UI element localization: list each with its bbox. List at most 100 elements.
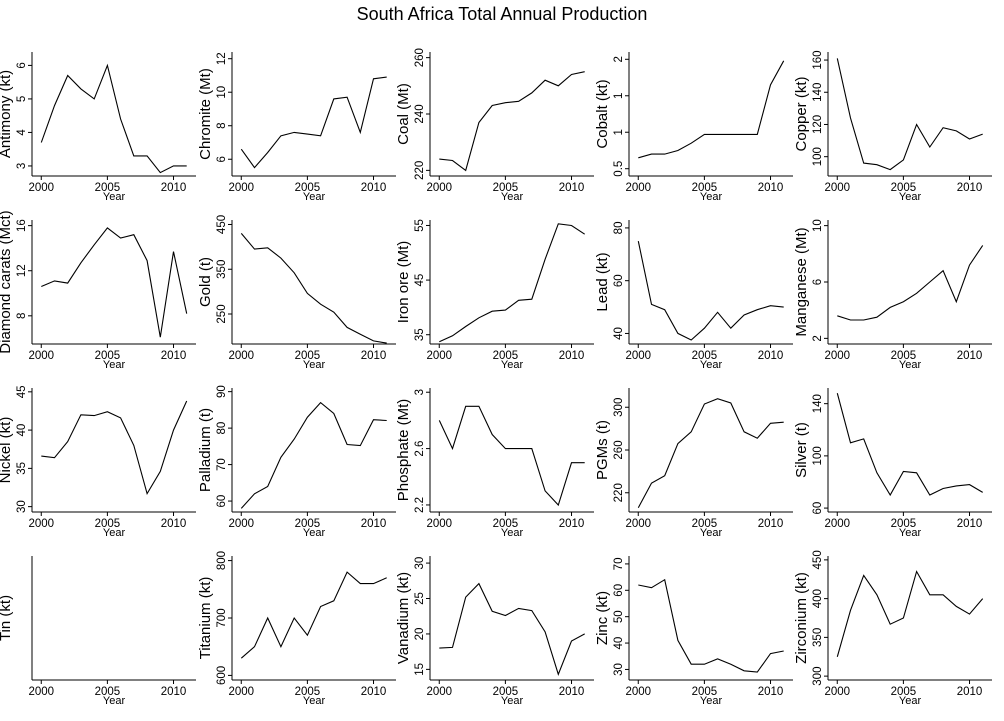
- x-tick-label: 2005: [493, 350, 519, 362]
- x-tick-label: 2005: [891, 686, 917, 698]
- y-tick-label: 220: [414, 161, 426, 180]
- y-tick-label: 220: [613, 483, 625, 502]
- y-tick-label: 50: [613, 610, 625, 623]
- x-axis-label: Year: [303, 695, 326, 707]
- x-tick-label: 2005: [692, 518, 718, 530]
- x-axis-label: Year: [899, 695, 922, 707]
- y-tick-label: 1: [613, 93, 625, 99]
- y-tick-label: 80: [613, 222, 625, 235]
- y-tick-label: 35: [16, 462, 28, 475]
- series-line: [240, 401, 387, 509]
- x-axis-label: Year: [700, 359, 723, 371]
- panel-10: 2000 2005 2010 Year 30 35 40 45 Nickel (kt): [0, 385, 196, 539]
- x-tick-label: 2000: [625, 686, 651, 698]
- y-axis-label: Gold (t): [197, 257, 214, 307]
- panel-8: 2000 2005 2010 Year 40 60 80 Lead (kt): [594, 220, 793, 371]
- y-axis-label: Phosphate (Mt): [395, 399, 412, 502]
- y-tick-label: 100: [812, 446, 824, 465]
- y-axis-label: Zinc (kt): [594, 591, 611, 645]
- y-tick-label: 10: [216, 86, 228, 99]
- x-tick-label: 2000: [228, 686, 254, 698]
- x-tick-label: 2005: [891, 182, 917, 194]
- y-tick-label: 260: [613, 440, 625, 459]
- y-tick-label: 100: [812, 147, 824, 166]
- x-tick-label: 2000: [28, 182, 54, 194]
- y-tick-label: 3: [16, 163, 28, 169]
- series-line: [836, 58, 983, 171]
- x-axis-label: Year: [501, 191, 524, 203]
- y-tick-label: 250: [216, 304, 228, 323]
- series-line: [41, 400, 188, 495]
- y-tick-label: 6: [216, 156, 228, 162]
- x-tick-label: 2000: [426, 686, 452, 698]
- x-axis-label: Year: [303, 527, 326, 539]
- y-axis-label: Iron ore (Mt): [395, 241, 412, 324]
- y-tick-label: 30: [613, 663, 625, 676]
- x-axis-label: Year: [700, 191, 723, 203]
- y-axis-label: Copper (kt): [793, 76, 810, 151]
- y-tick-label: 60: [812, 502, 824, 515]
- y-tick-label: 10: [812, 219, 824, 232]
- y-tick-label: 160: [812, 50, 824, 69]
- y-tick-label: 25: [414, 592, 426, 605]
- x-axis-label: Year: [501, 695, 524, 707]
- y-tick-label: 3: [414, 389, 426, 395]
- x-tick-label: 2010: [559, 686, 585, 698]
- x-tick-label: 2010: [957, 518, 983, 530]
- y-tick-label: 12: [16, 264, 28, 277]
- y-tick-label: 0.5: [613, 161, 625, 177]
- x-tick-label: 2000: [625, 518, 651, 530]
- x-axis-label: Year: [899, 527, 922, 539]
- y-tick-label: 20: [414, 628, 426, 641]
- series-line: [638, 60, 785, 159]
- series-line: [240, 233, 387, 344]
- panel-18: 2000 2005 2010 Year 30 40 50 60 70 Zinc (kt): [594, 556, 793, 707]
- x-tick-label: 2010: [758, 518, 784, 530]
- y-tick-label: 6: [812, 279, 824, 285]
- y-tick-label: 55: [414, 219, 426, 232]
- y-axis-label: Titanium (kt): [197, 577, 214, 660]
- y-tick-label: 700: [216, 608, 228, 627]
- x-tick-label: 2005: [295, 518, 321, 530]
- y-axis-label: Nickel (kt): [0, 417, 14, 484]
- x-axis-label: Year: [899, 359, 922, 371]
- y-tick-label: 2.6: [414, 441, 426, 457]
- x-tick-label: 2010: [161, 182, 187, 194]
- series-line: [638, 578, 784, 673]
- y-tick-label: 2: [613, 56, 625, 62]
- x-tick-label: 2000: [426, 518, 452, 530]
- y-tick-label: 80: [216, 422, 228, 435]
- x-tick-label: 2005: [95, 518, 121, 530]
- y-tick-label: 45: [414, 274, 426, 287]
- x-tick-label: 2000: [228, 182, 254, 194]
- x-tick-label: 2005: [295, 686, 321, 698]
- x-tick-label: 2005: [493, 182, 519, 194]
- y-tick-label: 70: [216, 458, 228, 471]
- x-tick-label: 2000: [28, 518, 54, 530]
- series-line: [836, 570, 984, 657]
- y-tick-label: 8: [216, 123, 228, 129]
- x-tick-label: 2005: [295, 182, 321, 194]
- panel-6: 2000 2005 2010 Year 250 350 450 Gold (t): [197, 215, 396, 371]
- x-tick-label: 2010: [161, 686, 187, 698]
- x-tick-label: 2005: [692, 686, 718, 698]
- y-tick-label: 16: [16, 219, 28, 232]
- y-axis-label: Chromite (Mt): [197, 68, 214, 160]
- y-tick-label: 40: [16, 424, 28, 437]
- y-tick-label: 70: [613, 558, 625, 571]
- x-tick-label: 2010: [957, 686, 983, 698]
- y-axis-label: Antimony (kt): [0, 70, 14, 158]
- x-tick-label: 2000: [228, 518, 254, 530]
- y-tick-label: 600: [216, 666, 228, 685]
- x-tick-label: 2010: [559, 518, 585, 530]
- y-tick-label: 800: [216, 551, 228, 570]
- x-tick-label: 2010: [758, 182, 784, 194]
- x-tick-label: 2000: [824, 686, 850, 698]
- y-axis-label: Manganese (Mt): [793, 227, 810, 336]
- x-tick-label: 2010: [361, 686, 387, 698]
- y-tick-label: 350: [812, 628, 824, 647]
